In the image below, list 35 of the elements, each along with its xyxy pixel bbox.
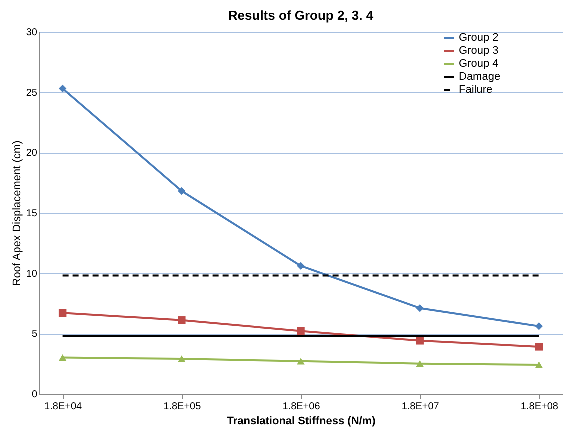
point	[535, 322, 544, 330]
legend-label: Group 2	[459, 32, 499, 44]
point	[58, 309, 67, 318]
legend-label: Failure	[459, 84, 493, 96]
y-axis-title: Roof Apex Displacement (cm)	[11, 140, 24, 286]
legend-label: Group 3	[459, 45, 499, 57]
point	[297, 262, 305, 270]
chart-title: Results of Group 2, 3. 4	[228, 8, 374, 23]
y-tick-label: 0	[32, 390, 38, 400]
y-tick-label: 10	[26, 268, 38, 280]
point	[535, 343, 544, 351]
legend-label: Group 4	[459, 58, 499, 70]
x-tick-label: 1.8E+08	[520, 402, 559, 412]
x-tick-label: 1.8E+06	[282, 402, 321, 412]
x-tick-label: 1.8E+07	[402, 402, 440, 412]
y-tick-label: 15	[26, 208, 38, 220]
y-tick-label: 30	[26, 28, 38, 38]
point	[178, 356, 186, 362]
x-tick-label: 1.8E+05	[164, 402, 202, 412]
y-tick-label: 20	[26, 148, 38, 160]
point	[178, 316, 186, 324]
point	[58, 84, 67, 93]
y-tick-label: 5	[32, 329, 38, 340]
point	[178, 187, 186, 196]
point	[297, 327, 305, 336]
x-axis-title: Translational Stiffness (N/m)	[227, 416, 376, 428]
point	[416, 337, 424, 345]
legend-label: Damage	[459, 71, 501, 83]
point	[416, 304, 424, 312]
x-tick-label: 1.8E+04	[44, 402, 83, 412]
point	[297, 358, 305, 365]
point	[416, 360, 424, 368]
point	[58, 354, 67, 362]
y-tick-label: 25	[26, 88, 38, 99]
point	[535, 362, 544, 368]
